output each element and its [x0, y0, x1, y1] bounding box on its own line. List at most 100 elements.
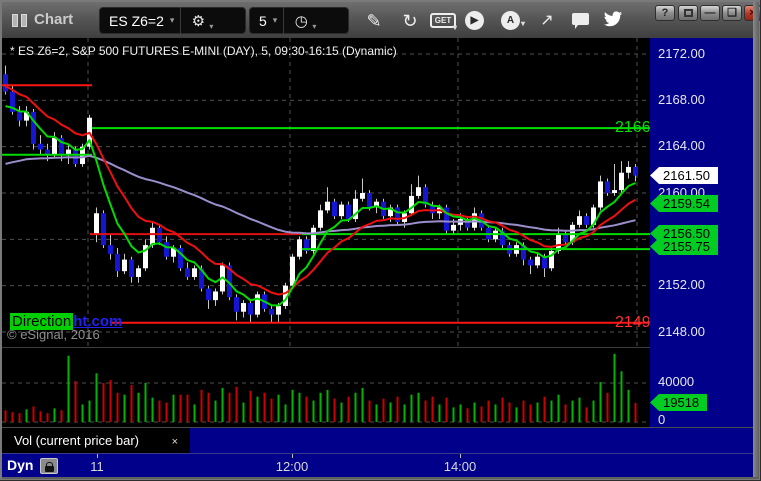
axis-label: 2164.00 — [658, 138, 705, 153]
volume-bar — [228, 392, 231, 422]
candle — [549, 250, 554, 269]
titlebar[interactable]: Chart ES Z6=2 ▾ ⚙ ▾ 5 ▾ ◷ ▾ ✎ ↻ GET ▾ ▶ — [2, 2, 760, 38]
symbol-combo[interactable]: ES Z6=2 ▾ ⚙ ▾ — [99, 7, 246, 34]
dyn-mode-button[interactable]: Dyn — [7, 457, 34, 473]
candle — [101, 213, 106, 246]
get-data-button[interactable]: GET ▾ — [430, 13, 457, 32]
volume-bar — [424, 400, 427, 422]
watermark-link[interactable]: ht.com — [73, 313, 123, 330]
watermark: Direction ht.com — [10, 313, 122, 330]
candle — [353, 198, 358, 220]
chevron-down-icon[interactable]: ▾ — [272, 15, 278, 25]
candle — [612, 190, 617, 193]
tab-volume[interactable]: Vol (current price bar) × — [2, 428, 190, 454]
candle — [318, 210, 323, 228]
volume-bar — [235, 386, 238, 422]
volume-bar — [242, 402, 245, 422]
volume-bar — [340, 402, 343, 422]
play-button[interactable]: ▶ — [465, 11, 484, 30]
time-axis-bar[interactable]: Dyn 11 12:00 14:00 — [2, 453, 753, 477]
price-axis[interactable]: 2172.002168.002164.002160.002156.002152.… — [650, 38, 753, 427]
play-icon: ▶ — [470, 15, 479, 26]
candle — [255, 294, 260, 315]
clock-icon: ◷ — [294, 12, 308, 30]
candle — [24, 111, 29, 121]
candle — [94, 213, 99, 234]
volume-bar — [522, 400, 525, 422]
maximize-button[interactable]: ❑ — [722, 5, 742, 21]
volume-bar — [438, 404, 441, 422]
chevron-down-icon[interactable]: ▾ — [169, 15, 175, 25]
axis-label: 2148.00 — [658, 324, 705, 339]
volume-bar — [599, 382, 602, 422]
volume-bar — [361, 387, 364, 422]
volume-bar — [354, 392, 357, 422]
candle — [563, 233, 568, 243]
price-tag: 19518 — [650, 394, 708, 411]
time-tick — [292, 454, 293, 458]
candle — [52, 137, 57, 156]
dock-button[interactable] — [678, 5, 698, 21]
candle — [3, 74, 8, 92]
volume-pane[interactable] — [2, 347, 650, 427]
tab-close-icon[interactable]: × — [171, 436, 178, 448]
candle — [143, 245, 148, 269]
chevron-down-icon: ▾ — [209, 21, 214, 31]
candle — [633, 166, 638, 176]
volume-bar — [193, 404, 196, 422]
volume-bar — [207, 392, 210, 422]
symbol-search-button[interactable]: ⚙ ▾ — [181, 12, 215, 31]
volume-bar — [529, 404, 532, 422]
lock-button[interactable] — [40, 458, 58, 474]
volume-bar — [298, 392, 301, 422]
volume-bar — [137, 392, 140, 422]
candle — [577, 216, 582, 225]
price-tag: 2156.50 — [650, 225, 718, 242]
candle — [423, 187, 428, 205]
price-chart-pane[interactable]: * ES Z6=2, S&P 500 FUTURES E-MINI (DAY),… — [2, 38, 650, 347]
volume-bar — [263, 392, 266, 422]
volume-bar — [319, 392, 322, 422]
axis-label: 2152.00 — [658, 277, 705, 292]
candle — [451, 224, 456, 231]
volume-bar — [179, 394, 182, 422]
candle — [185, 268, 190, 277]
interval-value: 5 — [259, 12, 267, 29]
chat-button[interactable] — [572, 13, 589, 29]
time-label: 11 — [90, 459, 104, 474]
volume-bar — [151, 397, 154, 422]
axis-label: 40000 — [658, 374, 695, 389]
candle — [150, 227, 155, 246]
volume-bar — [571, 400, 574, 422]
volume-bar — [109, 380, 112, 422]
candle — [178, 248, 183, 269]
volume-bar — [11, 412, 14, 422]
candle — [374, 201, 379, 208]
volume-bar — [74, 381, 77, 422]
draw-pencil-button[interactable]: ✎ — [362, 10, 386, 32]
candle — [542, 256, 547, 269]
diagonal-arrow-icon: ↗ — [540, 12, 554, 29]
volume-bar — [627, 389, 630, 422]
time-label: 12:00 — [275, 459, 309, 474]
volume-bar — [158, 400, 161, 422]
trade-arrows-button[interactable]: ↗ — [535, 10, 559, 32]
candle — [346, 204, 351, 220]
help-button[interactable]: ? — [655, 5, 675, 21]
candle — [171, 248, 176, 257]
volume-bar — [480, 406, 483, 422]
minimize-button[interactable]: — — [700, 5, 720, 21]
hline-price-label: 2166 — [615, 119, 649, 137]
time-template-button[interactable]: ◷ ▾ — [284, 12, 318, 31]
candle — [115, 253, 120, 272]
candle — [297, 239, 302, 257]
twitter-button[interactable] — [603, 11, 623, 33]
volume-bar — [410, 394, 413, 422]
reload-chart-button[interactable]: ↻ — [398, 10, 422, 32]
lock-icon — [45, 462, 54, 472]
volume-bar — [431, 396, 434, 422]
volume-bar — [508, 402, 511, 422]
volume-bar — [214, 400, 217, 422]
auto-trade-button[interactable]: A ▾ — [501, 11, 525, 30]
interval-combo[interactable]: 5 ▾ ◷ ▾ — [249, 7, 349, 34]
